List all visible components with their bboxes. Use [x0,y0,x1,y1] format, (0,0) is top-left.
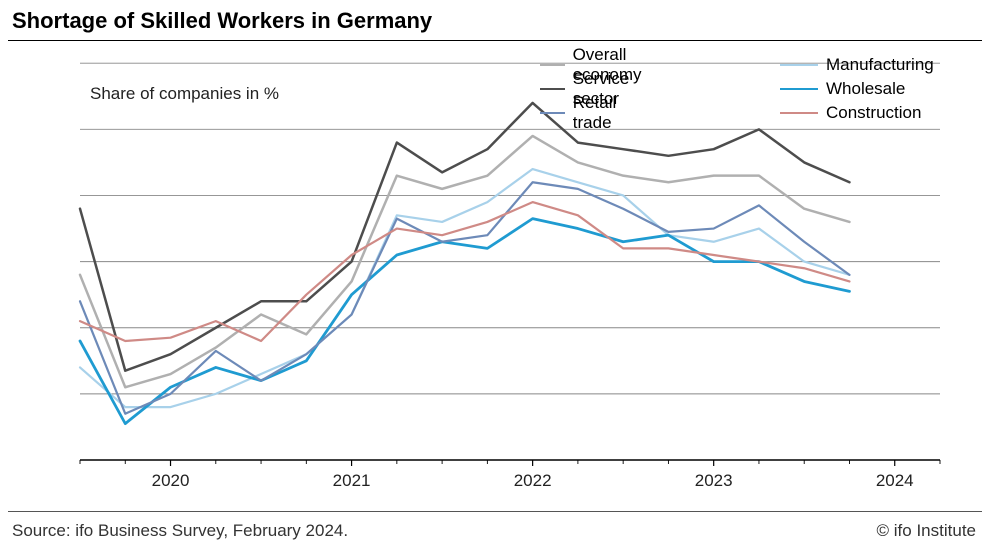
chart-container: Shortage of Skilled Workers in Germany 2… [0,0,990,557]
legend-swatch-service [540,88,565,90]
legend-item-manufacturing: Manufacturing [780,54,934,76]
y-axis-label: Share of companies in % [90,84,279,104]
series-wholesale [80,219,849,424]
legend-swatch-manufacturing [780,64,818,66]
series-lines [80,103,849,424]
source-text: Source: ifo Business Survey, February 20… [12,521,348,541]
legend-swatch-overall [540,64,565,66]
svg-text:2023: 2023 [695,471,733,490]
plot-area: 20202021202220232024 0102030405060 Share… [60,50,960,500]
legend-swatch-retail [540,112,565,114]
legend-label-wholesale: Wholesale [826,79,905,99]
credit-text: © ifo Institute [877,521,976,541]
svg-text:2021: 2021 [333,471,371,490]
legend-item-retail: Retail trade [540,102,629,124]
chart-title: Shortage of Skilled Workers in Germany [12,8,432,34]
title-rule [8,40,982,41]
legend-swatch-wholesale [780,88,818,90]
series-retail [80,182,849,413]
legend-label-construction: Construction [826,103,921,123]
svg-text:2024: 2024 [876,471,914,490]
legend-label-retail: Retail trade [573,93,630,133]
svg-text:2020: 2020 [152,471,190,490]
series-construction [80,202,849,341]
legend-swatch-construction [780,112,818,114]
footer: Source: ifo Business Survey, February 20… [8,511,982,557]
legend-item-construction: Construction [780,102,921,124]
x-axis: 2020 2021 2022 2023 2024 [80,460,940,490]
legend-item-wholesale: Wholesale [780,78,905,100]
footer-rule [8,511,982,512]
svg-text:2022: 2022 [514,471,552,490]
legend-label-manufacturing: Manufacturing [826,55,934,75]
